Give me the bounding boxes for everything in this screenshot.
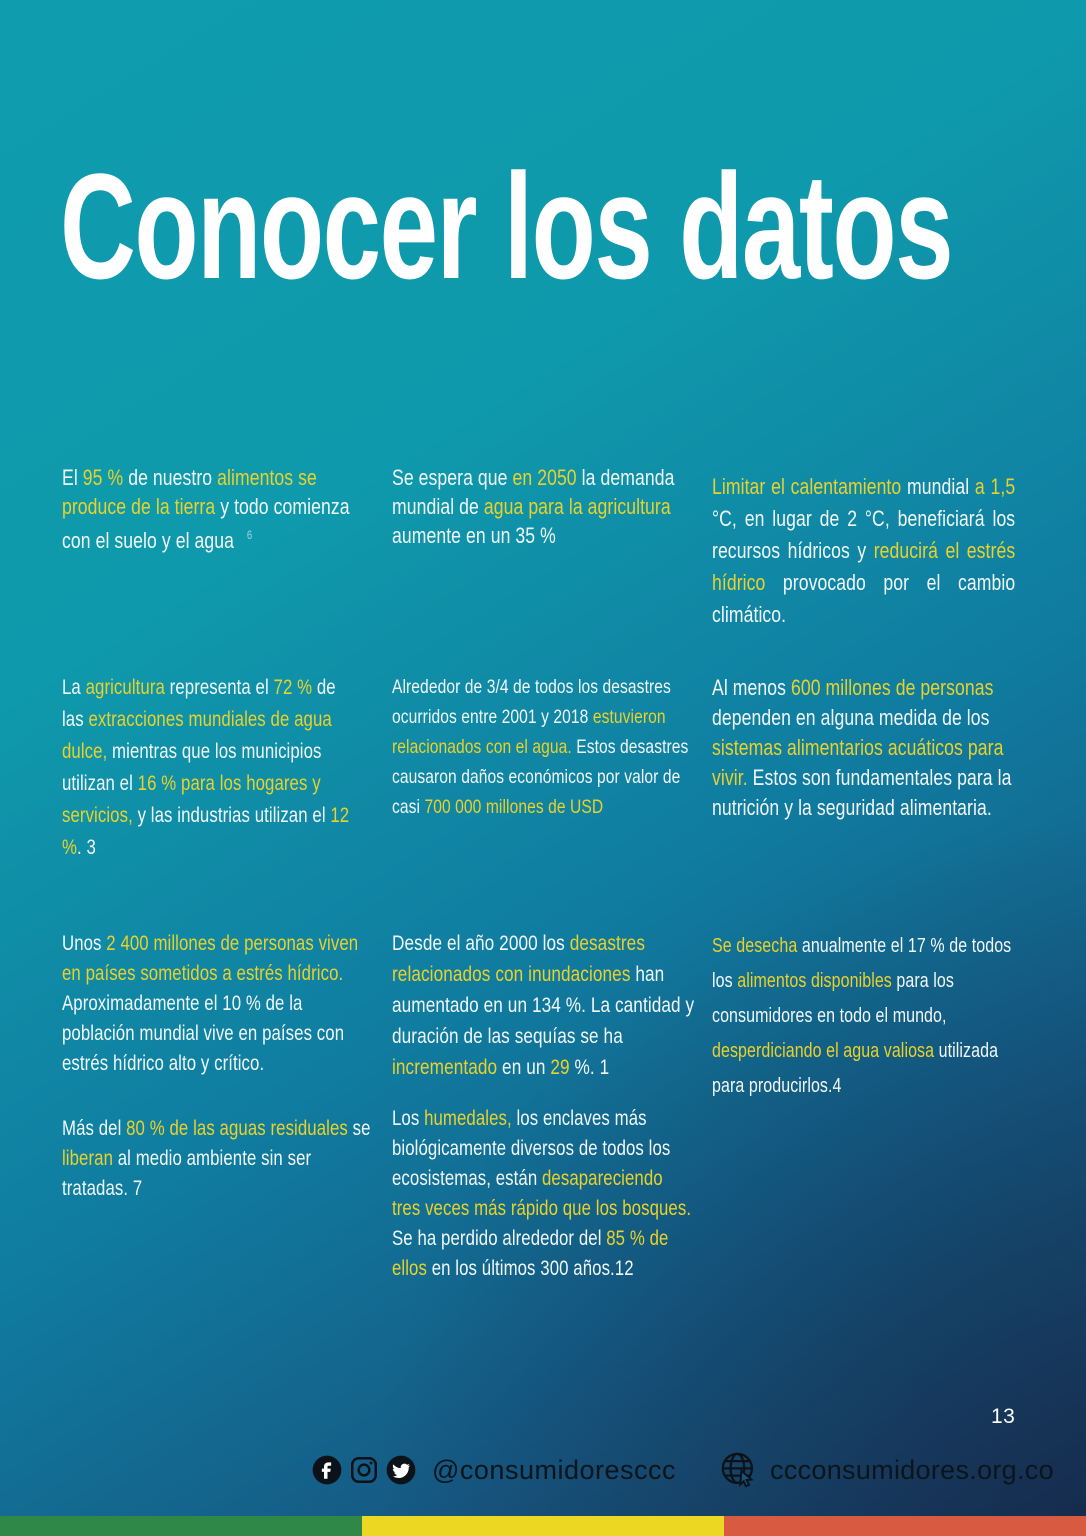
fact-wetlands-disappearing: Los humedales, los enclaves más biológic… bbox=[392, 1107, 692, 1280]
fact-water-related-disasters: Alrededor de 3/4 de todos los desastres … bbox=[392, 675, 689, 818]
fact-flood-disasters: Desde el año 2000 los desastres relacion… bbox=[392, 930, 695, 1079]
twitter-icon[interactable] bbox=[386, 1455, 416, 1485]
page-number: 13 bbox=[991, 1405, 1016, 1428]
stripe-green-segment bbox=[0, 1516, 362, 1536]
fact-food-from-land: El 95 % de nuestro alimentos se produce … bbox=[62, 465, 350, 553]
page-title: Conocer los datos bbox=[60, 142, 954, 310]
fact-untreated-wastewater: Más del 80 % de las aguas residuales se … bbox=[62, 1117, 371, 1200]
stripe-orange-segment bbox=[724, 1516, 1086, 1536]
fact-limit-warming: Limitar el calentamiento mundial a 1,5 °… bbox=[712, 474, 1016, 627]
fact-water-stress-population: Unos 2 400 millones de personas viven en… bbox=[62, 932, 359, 1075]
website-link[interactable]: ccconsumidores.org.co bbox=[770, 1454, 1054, 1485]
bottom-color-stripe bbox=[0, 1516, 1086, 1536]
fact-water-demand-2050: Se espera que en 2050 la demanda mundial… bbox=[392, 465, 675, 548]
instagram-icon[interactable] bbox=[349, 1455, 379, 1485]
fact-aquatic-food-systems: Al menos 600 millones de personas depend… bbox=[712, 675, 1012, 820]
globe-cursor-icon[interactable] bbox=[718, 1449, 760, 1491]
social-handle[interactable]: @consumidoresccc bbox=[432, 1454, 676, 1485]
footer: @consumidoresccc ccconsumidores.org.co bbox=[312, 1446, 1054, 1494]
facebook-icon[interactable] bbox=[312, 1455, 342, 1485]
fact-food-waste: Se desecha anualmente el 17 % de todos l… bbox=[712, 935, 1012, 1097]
stripe-yellow-segment bbox=[362, 1516, 724, 1536]
fact-agriculture-withdrawals: La agricultura representa el 72 % de las… bbox=[62, 676, 350, 859]
